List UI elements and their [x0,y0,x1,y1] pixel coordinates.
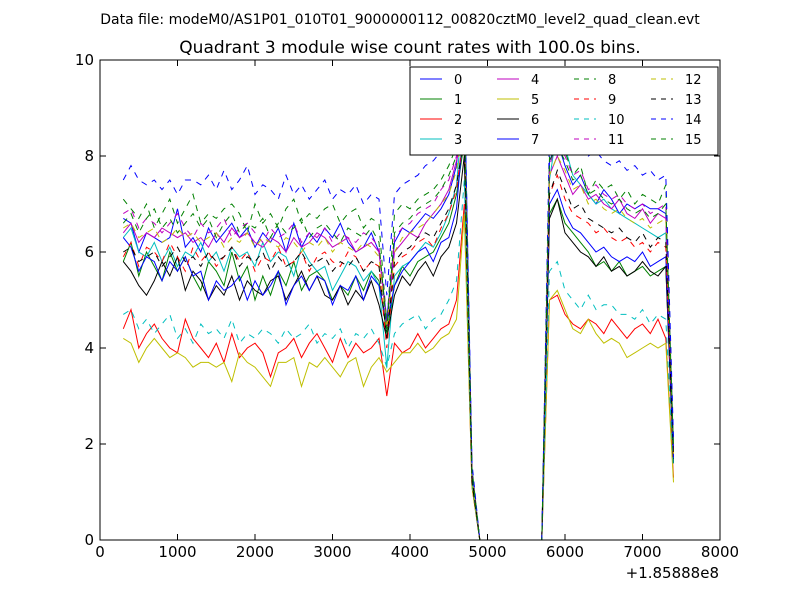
series-line-14 [122,79,674,540]
chart-title: Quadrant 3 module wise count rates with … [179,38,640,58]
y-tick-label-8: 8 [84,147,94,165]
series-line-7 [122,117,674,540]
legend-label-5: 5 [531,93,539,108]
legend-label-14: 14 [685,113,702,128]
series-line-9 [122,127,674,540]
series-line-8 [122,107,674,540]
y-tick-label-6: 6 [84,243,94,261]
x-axis-offset-label: +1.85888e8 [626,564,719,582]
plot-area: 0 1000 2000 3000 4000 5000 6000 7000 80000246810… [75,51,739,561]
series-line-1 [122,141,674,540]
legend-box [409,66,719,156]
legend-label-2: 2 [454,113,462,128]
legend-label-8: 8 [608,73,616,88]
x-tick-label-0: 0 [95,543,105,561]
x-tick-label-6000: 6000 [546,543,584,561]
x-tick-label-1000: 1000 [158,543,196,561]
y-tick-label-2: 2 [84,435,94,453]
series-group [122,74,674,540]
legend-label-6: 6 [531,113,539,128]
legend-label-9: 9 [608,93,616,108]
legend-label-13: 13 [685,93,702,108]
legend-label-11: 11 [608,133,625,148]
x-tick-label-8000: 8000 [701,543,739,561]
series-line-5 [123,213,674,540]
x-tick-label-7000: 7000 [623,543,661,561]
y-tick-label-4: 4 [84,339,94,357]
x-tick-label-5000: 5000 [468,543,506,561]
legend-label-10: 10 [608,113,625,128]
series-line-15 [122,112,674,540]
series-line-13 [123,136,674,540]
figure-suptitle: Data file: modeM0/AS1P01_010T01_90000001… [100,12,700,28]
legend-label-3: 3 [454,133,462,148]
legend-label-4: 4 [531,73,539,88]
y-tick-label-10: 10 [75,51,94,69]
legend-label-15: 15 [685,133,702,148]
series-line-2 [122,203,674,540]
legend-label-1: 1 [454,93,462,108]
y-tick-label-0: 0 [84,531,94,549]
legend-label-7: 7 [531,133,539,148]
x-tick-label-2000: 2000 [236,543,274,561]
legend-label-0: 0 [454,73,462,88]
x-tick-label-4000: 4000 [391,543,429,561]
x-tick-label-3000: 3000 [313,543,351,561]
series-line-6 [122,155,674,540]
legend-label-12: 12 [685,73,702,88]
